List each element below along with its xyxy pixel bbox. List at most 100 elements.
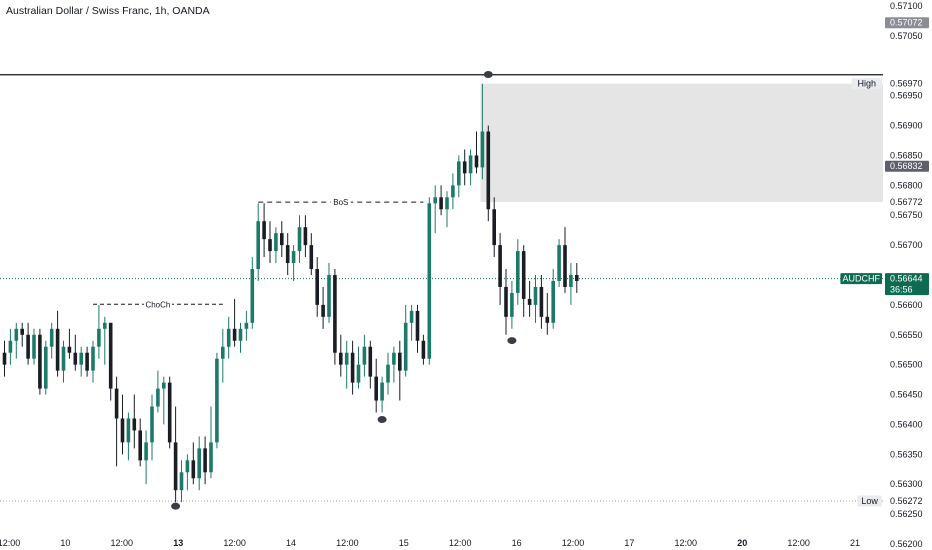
candle-body — [55, 328, 60, 371]
candle — [569, 263, 573, 305]
candle — [392, 346, 396, 383]
candle — [474, 131, 479, 174]
countdown-label: 36:56 — [890, 285, 913, 295]
y-tick-label: 0.56200 — [890, 539, 923, 549]
candle-body — [215, 358, 219, 443]
swing-point-marker — [507, 337, 517, 345]
x-tick-label: 13 — [173, 538, 183, 548]
candle — [61, 340, 66, 383]
x-tick-label: 12:00 — [787, 538, 810, 548]
candle-body — [374, 376, 378, 401]
candle-body — [545, 316, 550, 323]
candle — [156, 370, 160, 413]
candle — [108, 322, 113, 401]
candle-body — [315, 269, 319, 305]
candle — [551, 269, 555, 329]
x-tick-label: 12:00 — [449, 538, 472, 548]
candle-body — [61, 346, 66, 371]
candle-body — [138, 430, 142, 461]
price-label: 0.57072 — [885, 17, 929, 29]
candle — [238, 322, 243, 353]
swing-point-marker — [377, 415, 387, 423]
candle — [403, 304, 408, 377]
price-label-value: 0.56644 — [890, 274, 923, 284]
price-label-prefix-bg — [857, 495, 882, 507]
candle-body — [97, 328, 101, 347]
candle — [486, 125, 491, 222]
candle-body — [280, 233, 284, 246]
candle-body — [521, 251, 526, 299]
candle-body — [403, 322, 408, 371]
price-label-value: 0.57072 — [890, 18, 923, 28]
candle-body — [563, 245, 567, 287]
candle-body — [539, 286, 544, 317]
time-axis[interactable]: 12:00 10 12:00 13 12:00 14 12:00 15 12:00 16 12:00… — [0, 535, 883, 550]
candle — [468, 149, 473, 186]
bos-label: BoS — [333, 198, 348, 207]
y-tick-label: 0.56700 — [890, 240, 923, 250]
candle-body — [244, 322, 249, 329]
candle-body — [221, 346, 225, 359]
candle — [73, 334, 78, 371]
time-axis-bg — [0, 535, 883, 550]
candle — [144, 430, 148, 485]
candle-body — [492, 209, 496, 246]
candle-body — [132, 418, 137, 431]
candle — [97, 304, 101, 359]
candle — [49, 322, 54, 359]
candle-body — [285, 245, 290, 264]
candle — [262, 203, 266, 258]
candle — [516, 239, 520, 305]
candle-body — [480, 131, 485, 168]
candle-body — [333, 275, 337, 353]
y-tick-label: 0.57100 — [890, 1, 923, 11]
candle-body — [392, 352, 396, 365]
price-label-bg — [885, 160, 929, 172]
x-tick-label: 12:00 — [336, 538, 359, 548]
candle-body — [185, 460, 190, 473]
price-label-prefix: Low — [861, 496, 878, 506]
candle — [527, 280, 532, 317]
annotations-layer: ChoCh BoS — [93, 71, 517, 510]
candle-body — [67, 346, 72, 353]
candle-body — [203, 448, 207, 473]
candle-body — [150, 406, 154, 443]
candle — [114, 376, 119, 467]
candle-body — [114, 388, 119, 419]
candle — [244, 310, 249, 341]
candle — [480, 83, 485, 180]
candle — [203, 436, 207, 485]
candle — [398, 340, 402, 401]
price-axis[interactable]: 0.571000.570500.569500.569000.568500.568… — [840, 0, 932, 550]
supply-zone-layer — [480, 83, 883, 203]
supply-zone — [480, 83, 883, 203]
candle-body — [73, 352, 78, 365]
candle — [339, 334, 343, 377]
price-label-value: 0.56772 — [890, 197, 923, 207]
price-label: 0.56272 Low — [857, 495, 929, 507]
price-label-prefix: AUDCHF — [842, 274, 880, 284]
candle — [309, 233, 314, 275]
candle-body — [386, 364, 390, 383]
candle — [14, 322, 19, 359]
x-tick-label: 10 — [60, 538, 70, 548]
candle-body — [268, 239, 272, 252]
candle-body — [309, 245, 314, 270]
candle — [274, 227, 278, 264]
candle — [173, 406, 178, 503]
candle — [138, 418, 142, 467]
x-tick-label: 20 — [737, 538, 747, 548]
x-tick-label: 14 — [286, 538, 296, 548]
price-label-bg — [885, 78, 929, 90]
candle-body — [415, 310, 420, 341]
candle-body — [321, 304, 325, 317]
reference-lines-layer — [0, 74, 883, 502]
x-tick-label: 12:00 — [111, 538, 134, 548]
candle — [232, 298, 237, 347]
candle — [38, 328, 42, 395]
candle-body — [486, 131, 491, 210]
candle — [545, 292, 550, 335]
candle-body — [498, 245, 502, 287]
candle-body — [226, 328, 231, 347]
